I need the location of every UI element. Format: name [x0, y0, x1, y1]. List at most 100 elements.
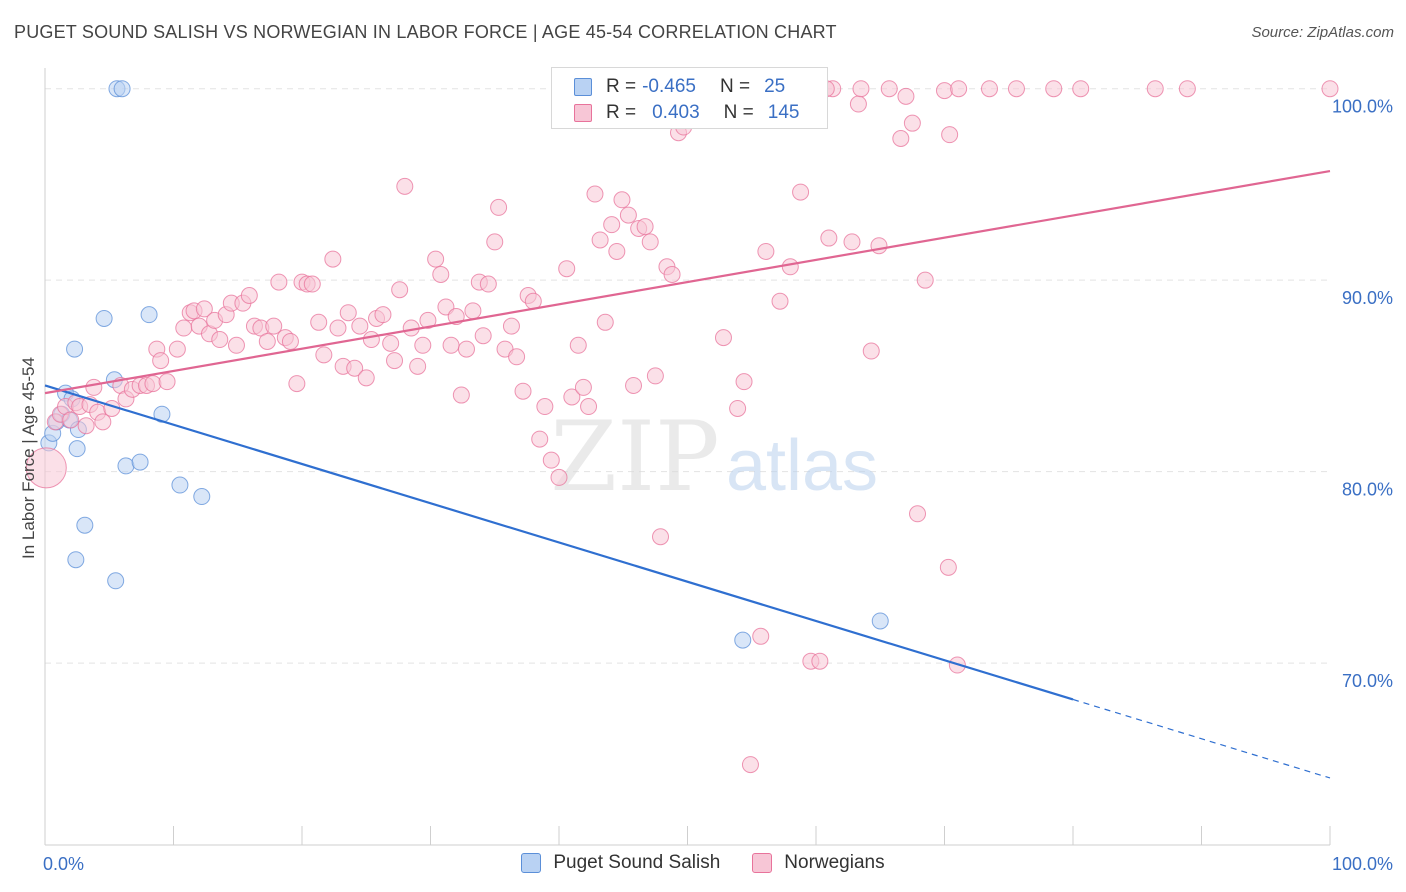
norwegian-trend-line [44, 169, 1331, 395]
chart-title: PUGET SOUND SALISH VS NORWEGIAN IN LABOR… [14, 22, 837, 42]
norwegian-point [288, 375, 306, 393]
n-label: N = [723, 102, 754, 123]
salish-point [131, 453, 149, 471]
norwegian-point [77, 417, 95, 435]
salish-point [871, 612, 889, 630]
y-tick-label: 90.0% [1342, 288, 1393, 308]
norwegian-point [211, 331, 229, 349]
r-label: R = [606, 102, 637, 123]
legend-label: Norwegians [784, 852, 885, 873]
norwegian-point [464, 302, 482, 320]
norwegian-point [474, 327, 492, 345]
source-label: Source: ZipAtlas.com [1251, 24, 1394, 41]
norwegian-point [608, 242, 626, 260]
legend-label: Puget Sound Salish [553, 852, 721, 873]
norwegian-point [909, 505, 927, 523]
norwegian-point [586, 185, 604, 203]
norwegian-point [542, 451, 560, 469]
salish-point [171, 476, 189, 494]
norwegian-point [613, 191, 631, 209]
norwegian-point [619, 206, 637, 224]
norwegian-point [596, 313, 614, 331]
norwegian-point [781, 258, 799, 276]
norwegian-point [1072, 80, 1090, 98]
norwegian-point [25, 447, 67, 489]
norwegian-point [303, 275, 321, 293]
series-legend: Puget Sound Salish Norwegians [0, 852, 1406, 874]
watermark: ZIP atlas [550, 401, 878, 513]
norwegian-point [569, 336, 587, 354]
norwegian-point [757, 242, 775, 260]
norwegian-point [936, 82, 953, 100]
norwegian-point [550, 468, 568, 486]
norwegian-point [357, 369, 375, 387]
norwegian-point [144, 375, 162, 393]
salish-trend-line [44, 384, 1074, 701]
r-value: 0.403 [652, 102, 700, 123]
norwegian-point [432, 265, 450, 283]
salish-point [68, 440, 86, 458]
norwegian-point [741, 756, 759, 774]
salish-point [734, 631, 752, 649]
norwegian-point [729, 399, 747, 417]
x-tick-label: 0.0% [43, 854, 84, 874]
norwegian-point [852, 80, 870, 98]
norwegian-point [324, 250, 342, 268]
norwegian-point [382, 334, 400, 352]
y-tick-label: 100.0% [1332, 97, 1393, 117]
norwegian-point [409, 357, 427, 375]
norwegian-point [419, 311, 437, 329]
norwegian-point [892, 130, 910, 147]
blue-swatch [521, 853, 542, 873]
salish-point [107, 572, 125, 590]
salish-point [140, 306, 158, 324]
norwegian-point [351, 317, 369, 335]
salish-point [95, 309, 113, 327]
watermark-zip: ZIP [550, 401, 719, 513]
norwegian-point [820, 229, 838, 247]
norwegian-point [514, 382, 532, 400]
norwegian-point [486, 233, 504, 251]
y-axis-label: In Labor Force | Age 45-54 [19, 357, 38, 559]
norwegian-point [427, 250, 445, 268]
norwegian-point [281, 332, 299, 350]
norwegian-point [531, 430, 549, 448]
norwegian-point [558, 260, 576, 278]
legend-item-puget-sound-salish: Puget Sound Salish [521, 852, 720, 874]
norwegian-point [1178, 80, 1196, 98]
salish-point [67, 551, 85, 569]
legend-row-norwegians: R = 0.403 N = 145 [574, 100, 799, 126]
norwegian-point [152, 352, 170, 370]
n-value: 145 [767, 102, 800, 123]
norwegian-point [240, 287, 258, 304]
norwegian-point [374, 306, 392, 324]
salish-trend-extension [1072, 698, 1331, 779]
norwegian-point [386, 352, 404, 370]
norwegian-point [574, 378, 592, 396]
norwegian-point [329, 319, 347, 337]
norwegian-point [94, 413, 112, 431]
norwegian-point [641, 233, 659, 251]
norwegian-point [563, 388, 581, 406]
salish-point [113, 80, 131, 98]
tick-labels: 70.0% 80.0% 90.0% 100.0% 0.0% 100.0% [43, 97, 1393, 874]
norwegian-point [771, 292, 789, 310]
norwegian-point [880, 80, 898, 98]
x-tick-label: 100.0% [1332, 854, 1393, 874]
n-label: N = [719, 76, 751, 97]
norwegian-point [1146, 80, 1164, 98]
n-value: 25 [764, 76, 786, 97]
grid-lines [45, 88, 1330, 664]
norwegian-point [939, 558, 957, 576]
norwegian-point [391, 281, 409, 299]
norwegian-point [843, 233, 861, 251]
norwegian-point [339, 304, 357, 322]
norwegian-point [941, 126, 959, 144]
norwegian-point [897, 87, 915, 105]
norwegian-point [652, 528, 670, 546]
norwegian-point [158, 373, 176, 391]
salish-point [76, 516, 94, 534]
norwegian-point [457, 340, 475, 358]
norwegian-point [580, 398, 598, 416]
norwegian-point [85, 378, 103, 396]
